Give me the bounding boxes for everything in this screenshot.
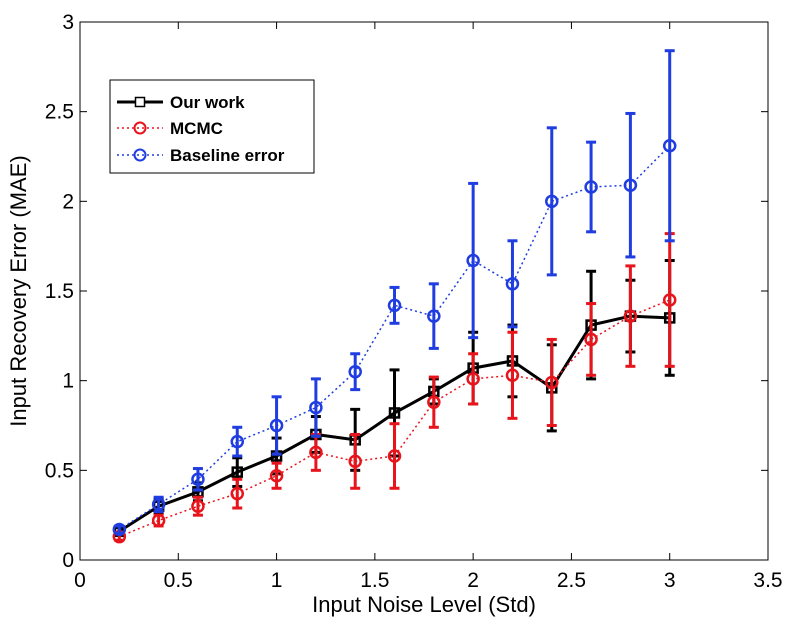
data-point: [230, 434, 245, 449]
data-point: [112, 522, 127, 537]
y-tick-label: 0.5: [45, 459, 74, 482]
legend-label-mcmc: MCMC: [170, 119, 223, 138]
data-point: [309, 400, 323, 415]
series-layer: [112, 49, 677, 544]
legend-marker: [134, 96, 146, 108]
data-point: [427, 395, 441, 409]
y-axis-label: Input Recovery Error (MAE): [6, 155, 31, 426]
data-point: [387, 449, 402, 463]
legend-label-baseline-error: Baseline error: [170, 146, 285, 165]
x-tick-label: 0.5: [164, 569, 193, 592]
data-point: [151, 497, 166, 512]
x-tick-label: 2: [467, 569, 479, 592]
x-axis-label: Input Noise Level (Std): [312, 592, 536, 617]
data-point: [348, 364, 362, 379]
x-tick-label: 3: [664, 569, 676, 592]
legend-items: [117, 96, 163, 162]
legend-label-our-work: Our work: [170, 93, 245, 112]
data-point: [545, 375, 559, 390]
data-point: [269, 468, 284, 483]
data-point: [662, 138, 677, 153]
x-tick-label: 2.5: [557, 569, 586, 592]
data-point: [545, 194, 559, 209]
data-point: [427, 309, 441, 323]
axes: 0 0.5 1 1.5 2 2.5 3 3.5 0 0.5 1 1.5 2 2.5 3: [45, 11, 783, 592]
y-tick-label: 0: [62, 549, 74, 572]
data-point: [230, 486, 245, 501]
data-point: [231, 466, 244, 478]
data-point: [466, 253, 480, 268]
series-mcmc: [112, 232, 677, 544]
data-point: [388, 407, 401, 419]
data-point: [151, 513, 166, 528]
x-tick-label: 1.5: [360, 569, 389, 592]
data-point: [662, 293, 677, 307]
y-tick-label: 1: [62, 370, 74, 393]
x-tick-label: 3.5: [753, 569, 782, 592]
y-tick-label: 3: [62, 11, 74, 34]
data-point: [623, 309, 638, 323]
data-point: [387, 298, 402, 313]
data-point: [584, 332, 598, 347]
series-line: [119, 299, 670, 538]
legend: Our work MCMC Baseline error: [109, 79, 315, 174]
data-point: [348, 454, 362, 469]
x-tick-label: 0: [74, 569, 86, 592]
data-point: [191, 499, 205, 513]
data-point: [505, 368, 520, 383]
data-point: [191, 472, 205, 487]
data-point: [309, 445, 323, 460]
series-baseline-error: [112, 49, 677, 537]
y-tick-label: 2: [62, 190, 74, 213]
legend-marker: [133, 148, 147, 162]
data-point: [466, 372, 480, 386]
y-tick-label: 2.5: [45, 101, 74, 124]
y-tick-label: 1.5: [45, 280, 74, 303]
series-line: [118, 145, 671, 531]
data-point: [505, 277, 520, 291]
x-tick-label: 1: [271, 569, 283, 592]
data-point: [584, 180, 598, 194]
data-point: [269, 418, 284, 433]
data-point: [623, 178, 638, 192]
legend-marker: [133, 121, 147, 135]
